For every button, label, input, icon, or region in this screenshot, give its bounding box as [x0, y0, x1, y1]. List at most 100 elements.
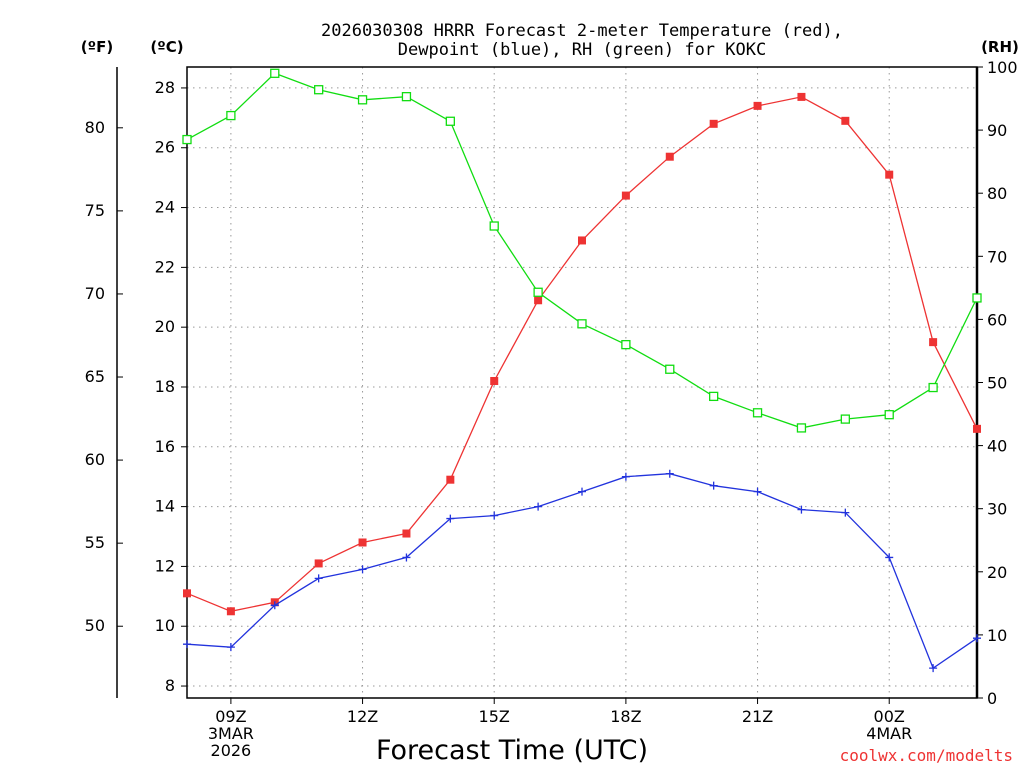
- dewpoint-point: [226, 643, 235, 652]
- temperature-point: [929, 338, 938, 347]
- dewpoint-point: [314, 574, 323, 583]
- rh-point: [840, 414, 850, 424]
- celsius-tick-label: 10: [155, 616, 175, 635]
- fahrenheit-tick-label: 55: [85, 533, 105, 552]
- rh-line: [186, 72, 978, 429]
- temperature-point: [885, 170, 894, 179]
- dewpoint-point: [270, 601, 279, 610]
- temperature-point: [665, 152, 674, 161]
- dewpoint-point: [929, 664, 938, 673]
- x-tick-label: 18Z: [610, 707, 641, 726]
- celsius-tick-label: 12: [155, 556, 175, 575]
- dewpoint-point: [578, 487, 586, 496]
- rh-tick-label: 50: [987, 374, 1007, 393]
- x-tick-label: 09Z: [215, 707, 246, 726]
- rh-tick-label: 20: [987, 563, 1007, 582]
- rh-point: [665, 364, 675, 374]
- x-axis-label: Forecast Time (UTC): [376, 735, 648, 766]
- rh-point: [709, 391, 719, 402]
- rh-point: [489, 221, 499, 231]
- celsius-tick-label: 22: [155, 257, 175, 276]
- temperature-point: [753, 101, 762, 110]
- rh-tick-label: 30: [987, 500, 1007, 519]
- celsius-tick-label: 28: [155, 78, 175, 97]
- celsius-tick-label: 26: [155, 138, 175, 157]
- dewpoint-point: [797, 505, 806, 514]
- temperature-line: [186, 96, 978, 612]
- x-tick-label: 2026: [211, 741, 252, 760]
- temperature-point: [621, 191, 630, 200]
- temperature-point: [358, 538, 367, 547]
- fahrenheit-tick-label: 75: [85, 201, 105, 220]
- dewpoint-point: [885, 553, 894, 562]
- rh-tick-label: 70: [987, 247, 1007, 266]
- temperature-point: [841, 116, 850, 125]
- data-series: [182, 68, 982, 673]
- celsius-tick-label: 8: [165, 676, 175, 695]
- rh-point: [752, 408, 763, 418]
- temperature-point: [314, 559, 323, 568]
- x-tick-label: 21Z: [742, 707, 773, 726]
- rh-tick-label: 10: [987, 626, 1007, 645]
- celsius-tick-label: 20: [155, 317, 175, 336]
- x-tick-label: 12Z: [347, 707, 378, 726]
- plot-frame: [186, 66, 978, 699]
- temperature-point: [973, 424, 981, 433]
- rh-point: [796, 423, 807, 433]
- temperature-point: [578, 236, 586, 245]
- dewpoint-point: [753, 487, 762, 496]
- temperature-point: [490, 377, 499, 386]
- x-tick-label: 4MAR: [866, 724, 912, 743]
- grid-lines: [187, 67, 977, 698]
- rh-point: [314, 85, 324, 95]
- rh-axis-unit: (RH): [981, 38, 1019, 56]
- fahrenheit-tick-label: 60: [85, 450, 105, 469]
- dewpoint-point: [183, 640, 191, 649]
- temperature-point: [402, 529, 411, 538]
- temperature-point: [183, 589, 191, 598]
- rh-tick-label: 0: [987, 689, 997, 708]
- temperature-point: [446, 475, 455, 484]
- temperature-point: [709, 119, 718, 128]
- fahrenheit-tick-label: 70: [85, 284, 105, 303]
- fahrenheit-axis-unit: (ºF): [81, 38, 113, 56]
- rh-point: [621, 339, 631, 350]
- rh-tick-label: 80: [987, 184, 1007, 203]
- rh-point: [884, 410, 894, 420]
- fahrenheit-tick-label: 65: [85, 367, 105, 386]
- celsius-tick-label: 18: [155, 377, 175, 396]
- rh-tick-label: 60: [987, 310, 1007, 329]
- rh-point: [928, 382, 938, 393]
- axes: 50 55 60 65 70 75 80 8 10 12 14 16 18 20 22 24 26 28 0 10 20…: [85, 58, 1018, 760]
- x-tick-label: 3MAR: [208, 724, 254, 743]
- rh-point: [226, 110, 236, 121]
- fahrenheit-tick-label: 50: [85, 616, 105, 635]
- celsius-tick-label: 14: [155, 497, 175, 516]
- dewpoint-point: [665, 469, 674, 478]
- celsius-tick-label: 24: [155, 198, 175, 217]
- rh-tick-label: 100: [987, 58, 1018, 77]
- dewpoint-point: [490, 511, 499, 520]
- chart-title: 2026030308 HRRR Forecast 2-meter Tempera…: [321, 21, 843, 41]
- rh-tick-label: 90: [987, 121, 1007, 140]
- dewpoint-line: [186, 473, 978, 670]
- rh-point: [577, 319, 587, 329]
- chart-subtitle: Dewpoint (blue), RH (green) for KOKC: [398, 40, 766, 60]
- celsius-axis-unit: (ºC): [150, 38, 183, 56]
- temperature-point: [534, 296, 543, 305]
- rh-point: [533, 287, 543, 297]
- rh-point: [445, 116, 455, 126]
- dewpoint-point: [446, 514, 455, 523]
- celsius-tick-label: 16: [155, 437, 175, 456]
- dewpoint-point: [709, 481, 718, 490]
- rh-tick-label: 40: [987, 437, 1007, 456]
- dewpoint-point: [402, 553, 411, 562]
- dewpoint-point: [841, 508, 850, 517]
- temperature-point: [797, 92, 806, 101]
- rh-point: [972, 293, 982, 303]
- x-tick-label: 15Z: [479, 707, 510, 726]
- x-tick-label: 00Z: [874, 707, 905, 726]
- dewpoint-point: [621, 472, 630, 481]
- dewpoint-point: [358, 565, 367, 574]
